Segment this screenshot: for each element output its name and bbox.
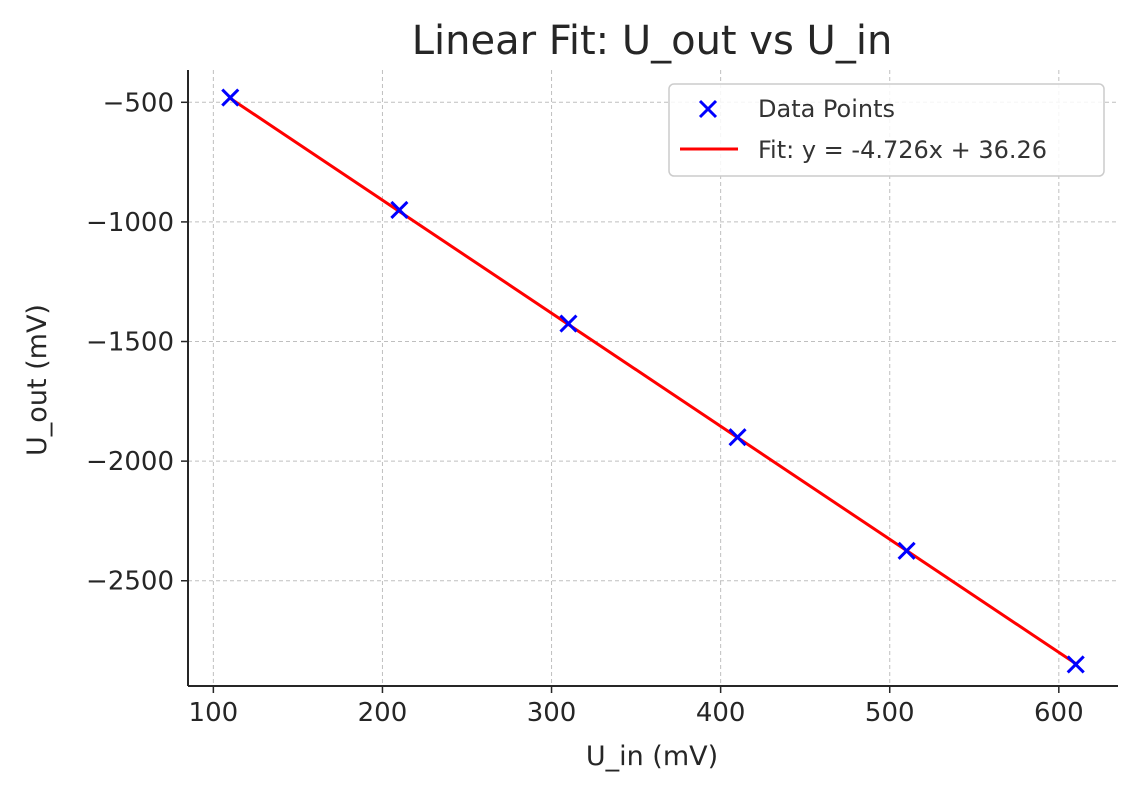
data-point — [897, 541, 916, 560]
y-tick-label: −1500 — [86, 328, 174, 358]
x-tick-label: 200 — [358, 698, 408, 728]
y-tick-label: −2500 — [86, 567, 174, 597]
data-point — [221, 88, 240, 107]
y-axis-label: U_out (mV) — [22, 304, 53, 456]
x-tick-label: 500 — [865, 698, 915, 728]
legend-marker-data-points — [698, 99, 718, 119]
x-tick-label: 100 — [189, 698, 239, 728]
tick-labels: 100 200 300 400 500 600 −500 −1000 −1500 −2000 −25… — [86, 88, 1084, 728]
legend: Data Points Fit: y = -4.726x + 36.26 — [668, 83, 1105, 177]
x-tick-label: 400 — [696, 698, 746, 728]
chart-title: Linear Fit: U_out vs U_in — [412, 18, 893, 64]
x-axis-label: U_in (mV) — [586, 741, 718, 772]
legend-box — [668, 83, 1105, 177]
fit-line — [229, 97, 1077, 665]
y-tick-label: −500 — [103, 88, 174, 118]
data-point — [559, 314, 578, 333]
axes — [181, 70, 1118, 693]
x-tick-label: 600 — [1034, 698, 1084, 728]
x-tick-label: 300 — [527, 698, 577, 728]
grid-lines — [188, 70, 1118, 686]
data-point — [390, 200, 409, 220]
y-tick-label: −1000 — [86, 208, 174, 238]
legend-label-data-points: Data Points — [758, 95, 895, 123]
data-point — [1066, 655, 1085, 674]
series-layer — [221, 88, 1085, 674]
data-point — [728, 428, 747, 447]
y-tick-label: −2000 — [86, 447, 174, 477]
legend-label-fit-line: Fit: y = -4.726x + 36.26 — [758, 136, 1047, 164]
